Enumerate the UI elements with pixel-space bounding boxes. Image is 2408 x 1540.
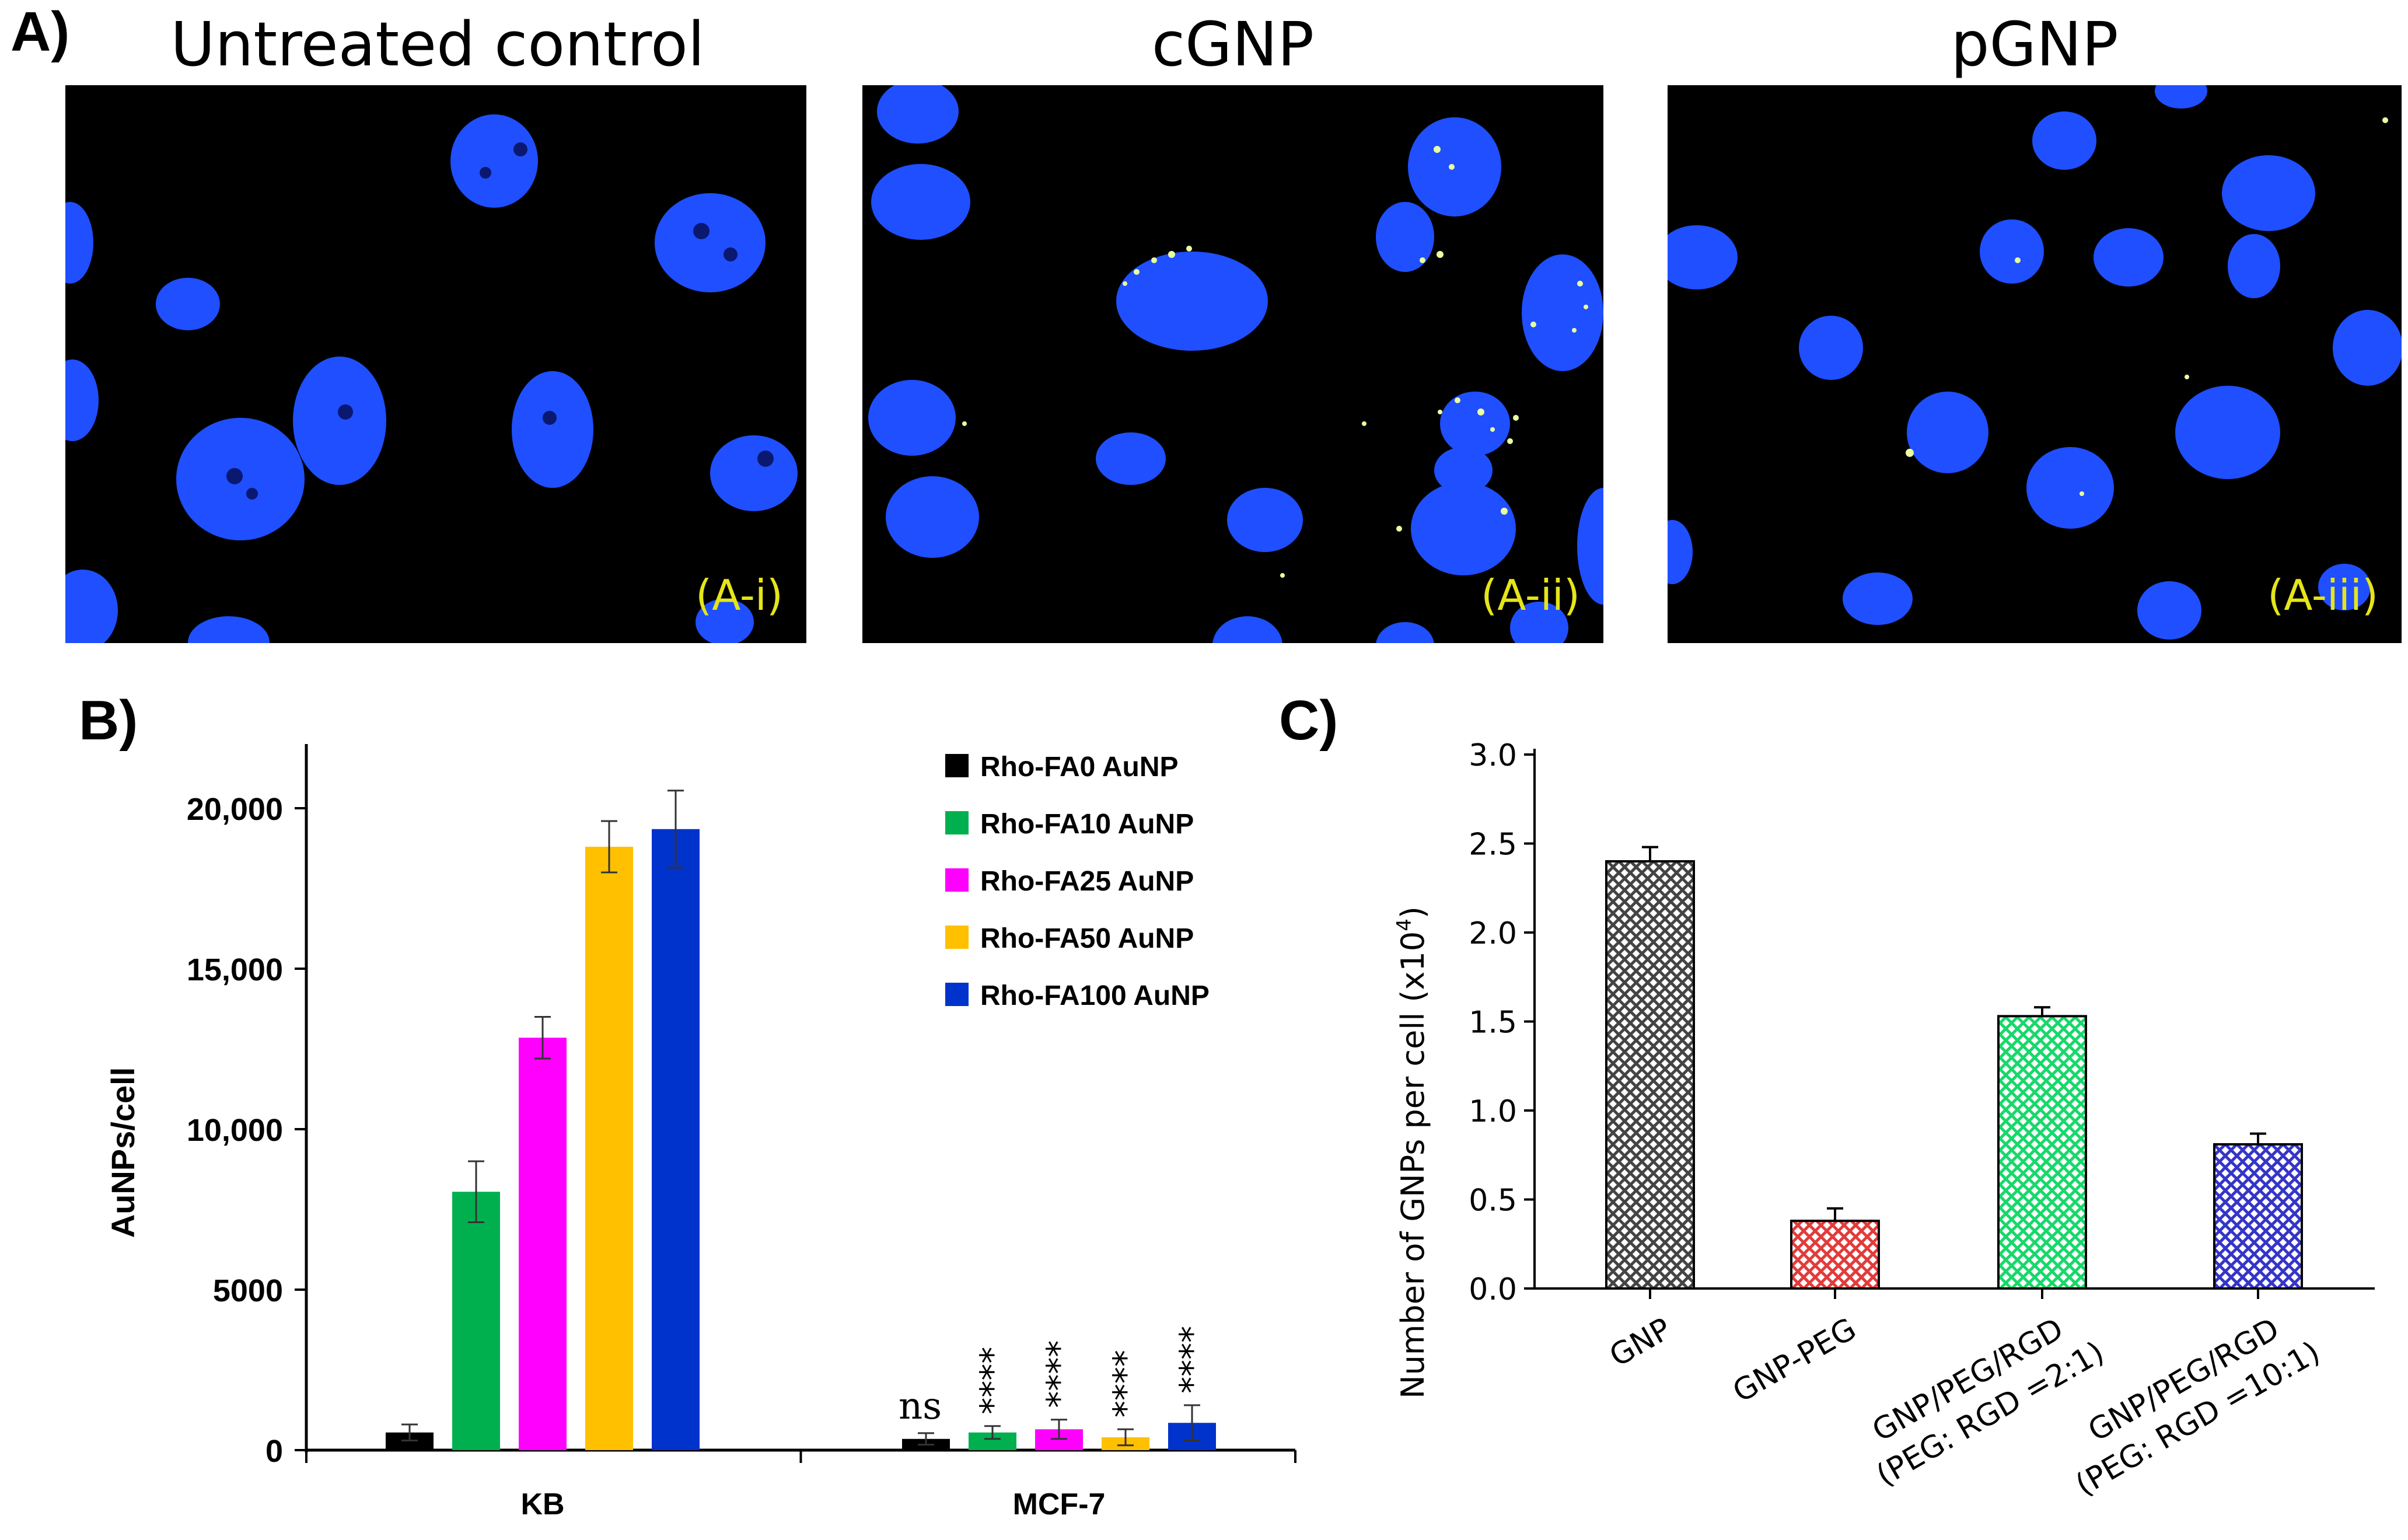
bar bbox=[652, 829, 700, 1450]
legend-label: Rho-FA100 AuNP bbox=[980, 980, 1210, 1011]
legend-swatch bbox=[945, 811, 969, 834]
micrograph-untreated: (A-i) bbox=[65, 85, 806, 643]
aunp-uptake-bar-chart: AuNPs/cell 0 5000 10,000 15,000 20,000 KB MCF-… bbox=[104, 744, 1296, 1521]
x-tick-label: GNP bbox=[1604, 1311, 1677, 1374]
y-axis-label-sup: 4 bbox=[1393, 919, 1416, 931]
nuclei-pgnp bbox=[1668, 85, 2402, 640]
bar bbox=[1605, 860, 1695, 1290]
significance-label: **** bbox=[1106, 1350, 1145, 1417]
y-axis-label: AuNPs/cell bbox=[104, 1067, 141, 1238]
y-tick-label: 0.5 bbox=[1469, 1183, 1517, 1218]
x-tick-label: MCF-7 bbox=[1013, 1487, 1106, 1521]
image-title-pgnp: pGNP bbox=[1951, 9, 2119, 80]
gnp-per-cell-bar-chart: Number of GNPs per cell (x104) 0.0 0.5 1.0… bbox=[1393, 738, 2375, 1503]
y-tick-label: 2.0 bbox=[1469, 916, 1517, 951]
y-tick-label: 2.5 bbox=[1469, 827, 1517, 862]
y-tick-label: 15,000 bbox=[187, 952, 283, 987]
panel-c-letter: C) bbox=[1279, 689, 1338, 752]
y-tick-label: 0.0 bbox=[1469, 1272, 1517, 1307]
legend-label: Rho-FA50 AuNP bbox=[980, 923, 1194, 954]
y-tick-label: 1.0 bbox=[1469, 1094, 1517, 1129]
panel-b-letter: B) bbox=[79, 689, 138, 752]
y-tick-label: 10,000 bbox=[187, 1113, 283, 1148]
bar bbox=[452, 1192, 500, 1450]
y-tick-label: 1.5 bbox=[1469, 1005, 1517, 1040]
nuclei-untreated bbox=[65, 114, 798, 643]
panel-a-letter: A) bbox=[11, 1, 70, 63]
legend-swatch bbox=[945, 926, 969, 949]
nuclei-cgnp bbox=[868, 85, 1603, 643]
legend-label: Rho-FA0 AuNP bbox=[980, 752, 1179, 783]
y-axis-label-end: ) bbox=[1395, 906, 1431, 919]
legend-swatch bbox=[945, 983, 969, 1006]
legend-label: Rho-FA10 AuNP bbox=[980, 809, 1194, 840]
micrograph-label-ai: (A-i) bbox=[696, 571, 783, 620]
micrograph-label-aii: (A-ii) bbox=[1481, 571, 1580, 620]
image-title-cgnp: cGNP bbox=[1151, 9, 1315, 80]
legend-label: Rho-FA25 AuNP bbox=[980, 866, 1194, 897]
bar bbox=[585, 847, 633, 1450]
micrograph-cgnp: (A-ii) bbox=[862, 85, 1603, 643]
y-tick-label: 5000 bbox=[213, 1273, 283, 1308]
y-tick-label: 20,000 bbox=[187, 792, 283, 827]
bar bbox=[2213, 1143, 2303, 1290]
legend-swatch bbox=[945, 868, 969, 892]
x-tick-label: KB bbox=[520, 1487, 564, 1521]
significance-label: **** bbox=[1172, 1326, 1212, 1394]
micrograph-pgnp: (A-iii) bbox=[1668, 85, 2402, 643]
y-tick-label: 0 bbox=[265, 1434, 283, 1469]
y-axis-label-main: Number of GNPs per cell (x10 bbox=[1395, 931, 1431, 1399]
x-tick-label: GNP-PEG bbox=[1727, 1311, 1862, 1409]
significance-label: **** bbox=[973, 1347, 1012, 1415]
legend-swatch bbox=[945, 754, 969, 777]
significance-label: ns bbox=[899, 1385, 942, 1428]
micrograph-label-aiii: (A-iii) bbox=[2267, 571, 2378, 620]
y-tick-label: 3.0 bbox=[1469, 738, 1517, 773]
bar bbox=[519, 1038, 567, 1450]
bar bbox=[1790, 1220, 1880, 1290]
image-title-untreated: Untreated control bbox=[170, 9, 705, 80]
significance-label: **** bbox=[1039, 1340, 1079, 1408]
bar bbox=[1997, 1015, 2087, 1290]
y-axis-label: Number of GNPs per cell (x104) bbox=[1393, 906, 1431, 1399]
